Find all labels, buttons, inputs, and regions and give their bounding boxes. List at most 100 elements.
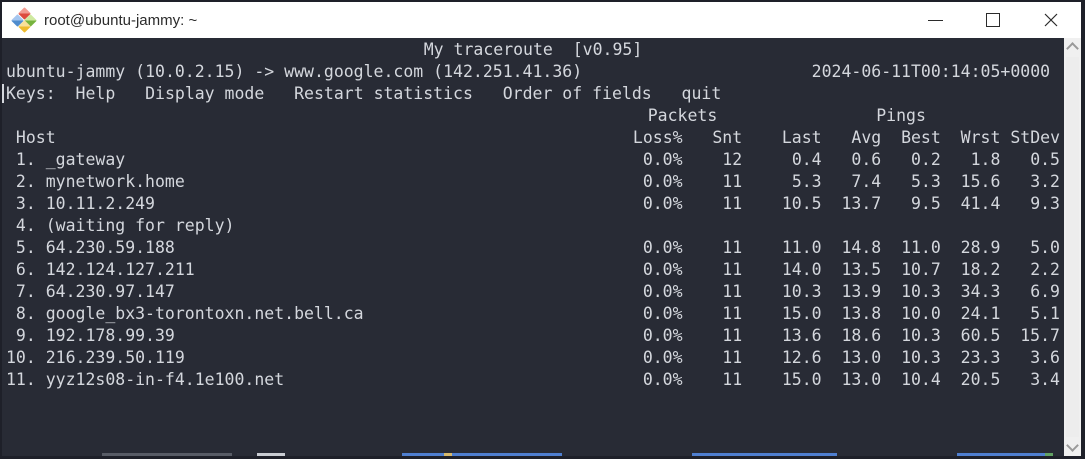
- hop-host: mynetwork.home: [45, 172, 185, 191]
- hop-snt: 11: [722, 326, 743, 345]
- scroll-up-button[interactable]: [1064, 38, 1081, 55]
- hop-best: 9.5: [911, 194, 941, 213]
- mtr-app-name: My traceroute: [423, 40, 553, 59]
- hop-host: 142.124.127.211: [45, 260, 195, 279]
- hop-stdev: 3.2: [1030, 172, 1060, 191]
- hop-best: 10.4: [901, 370, 941, 389]
- hop-number: 10.: [6, 348, 36, 367]
- hop-stdev: 3.6: [1030, 348, 1060, 367]
- wrst-column-header: Wrst: [960, 128, 1001, 147]
- hop-wrst: 1.8: [970, 150, 1001, 169]
- hop-last: 14.0: [781, 260, 822, 279]
- hop-loss: 0.0%: [642, 304, 683, 323]
- scrollbar-track[interactable]: [1064, 55, 1081, 439]
- trace-row: 11. yyz12s08-in-f4.1e100.net 0.0% 11 15.0…: [2, 369, 1064, 391]
- hop-best: 10.0: [901, 304, 941, 323]
- hop-last: 12.6: [781, 348, 822, 367]
- key-help: Help: [75, 84, 116, 103]
- scroll-down-button[interactable]: [1064, 439, 1081, 456]
- avg-column-header: Avg: [851, 128, 882, 147]
- trace-row: 6. 142.124.127.211 0.0% 11 14.0 13.5 10.7…: [2, 259, 1064, 281]
- best-column-header: Best: [901, 128, 941, 147]
- hop-stdev: 2.2: [1030, 260, 1060, 279]
- mtr-endpoints: ubuntu-jammy (10.0.2.15) -> www.google.c…: [6, 62, 583, 81]
- hop-avg: 13.0: [841, 348, 882, 367]
- stdev-column-header: StDev: [1010, 128, 1060, 147]
- hop-host: 192.178.99.39: [45, 326, 175, 345]
- trace-row: 1. _gateway 0.0% 12 0.4 0.6 0.2 1.8 0.5: [2, 149, 1064, 171]
- hop-stdev: 15.7: [1020, 326, 1060, 345]
- hop-last: 15.0: [781, 370, 822, 389]
- window-controls: [899, 2, 1073, 38]
- minimize-button[interactable]: [913, 2, 957, 38]
- hop-wrst: 15.6: [960, 172, 1001, 191]
- trace-row: 3. 10.11.2.249 0.0% 11 10.5 13.7 9.5 41.4…: [2, 193, 1064, 215]
- hop-wrst: 41.4: [960, 194, 1001, 213]
- group-header-line: Packets Pings: [2, 105, 1064, 127]
- hop-best: 10.3: [901, 348, 941, 367]
- hop-wrst: 34.3: [960, 282, 1001, 301]
- close-button[interactable]: [1029, 2, 1073, 38]
- mtr-timestamp: 2024-06-11T00:14:05+0000: [811, 62, 1051, 81]
- hop-last: 11.0: [781, 238, 822, 257]
- maximize-button[interactable]: [971, 2, 1015, 38]
- hop-host: (waiting for reply): [45, 216, 235, 235]
- hop-snt: 11: [722, 370, 743, 389]
- hop-number: 11.: [6, 370, 36, 389]
- keys-label: Keys:: [6, 84, 56, 103]
- hop-wrst: 18.2: [960, 260, 1001, 279]
- pings-group-header: Pings: [876, 106, 926, 125]
- hop-number: 9.: [15, 326, 36, 345]
- hop-stdev: 5.0: [1030, 238, 1060, 257]
- host-column-header: Host: [15, 128, 56, 147]
- hop-number: 8.: [15, 304, 36, 323]
- hop-avg: 7.4: [851, 172, 882, 191]
- scrollbar-thumb[interactable]: [1066, 57, 1079, 437]
- hop-number: 3.: [15, 194, 36, 213]
- window-body: My traceroute [v0.95] ubuntu-jammy (10.0.…: [2, 38, 1081, 456]
- hop-last: 0.4: [791, 150, 822, 169]
- mtr-version: [v0.95]: [572, 40, 643, 59]
- hop-snt: 11: [722, 238, 743, 257]
- hop-snt: 12: [722, 150, 743, 169]
- hop-best: 5.3: [911, 172, 941, 191]
- snt-column-header: Snt: [712, 128, 743, 147]
- hop-number: 4.: [15, 216, 36, 235]
- hop-avg: 14.8: [841, 238, 882, 257]
- hop-avg: 13.5: [841, 260, 882, 279]
- trace-row: 2. mynetwork.home 0.0% 11 5.3 7.4 5.3 15.…: [2, 171, 1064, 193]
- hop-loss: 0.0%: [642, 238, 683, 257]
- hop-stdev: 5.1: [1030, 304, 1060, 323]
- hop-loss: 0.0%: [642, 194, 683, 213]
- mtr-title-line: My traceroute [v0.95]: [2, 39, 1064, 61]
- hop-avg: 13.0: [841, 370, 882, 389]
- hop-number: 5.: [15, 238, 36, 257]
- clipped-text-remnant: [402, 453, 562, 456]
- scrollbar[interactable]: [1064, 38, 1081, 456]
- trace-row: 9. 192.178.99.39 0.0% 11 13.6 18.6 10.3 6…: [2, 325, 1064, 347]
- minimize-icon: [927, 19, 943, 21]
- hop-host: _gateway: [45, 150, 126, 169]
- hop-snt: 11: [722, 304, 743, 323]
- hop-snt: 11: [722, 194, 743, 213]
- hop-snt: 11: [722, 172, 743, 191]
- hop-best: 11.0: [901, 238, 941, 257]
- mtr-endpoints-line: ubuntu-jammy (10.0.2.15) -> www.google.c…: [2, 61, 1064, 83]
- hop-last: 10.3: [781, 282, 822, 301]
- hop-last: 13.6: [781, 326, 822, 345]
- hop-host: google_bx3-torontoxn.net.bell.ca: [45, 304, 364, 323]
- hop-avg: 13.7: [841, 194, 882, 213]
- hop-avg: 18.6: [841, 326, 882, 345]
- hop-stdev: 0.5: [1030, 150, 1060, 169]
- hop-snt: 11: [722, 282, 743, 301]
- hop-stdev: 6.9: [1030, 282, 1060, 301]
- hop-host: 10.11.2.249: [45, 194, 155, 213]
- terminal-screen[interactable]: My traceroute [v0.95] ubuntu-jammy (10.0.…: [2, 38, 1064, 456]
- window-titlebar[interactable]: root@ubuntu-jammy: ~: [2, 2, 1081, 38]
- hop-stdev: 9.3: [1030, 194, 1060, 213]
- clipped-text-remnant: [102, 453, 232, 456]
- hop-last: 5.3: [791, 172, 822, 191]
- trace-row: 10. 216.239.50.119 0.0% 11 12.6 13.0 10.3…: [2, 347, 1064, 369]
- hop-snt: 11: [722, 260, 743, 279]
- key-restart-statistics: Restart statistics: [294, 84, 473, 103]
